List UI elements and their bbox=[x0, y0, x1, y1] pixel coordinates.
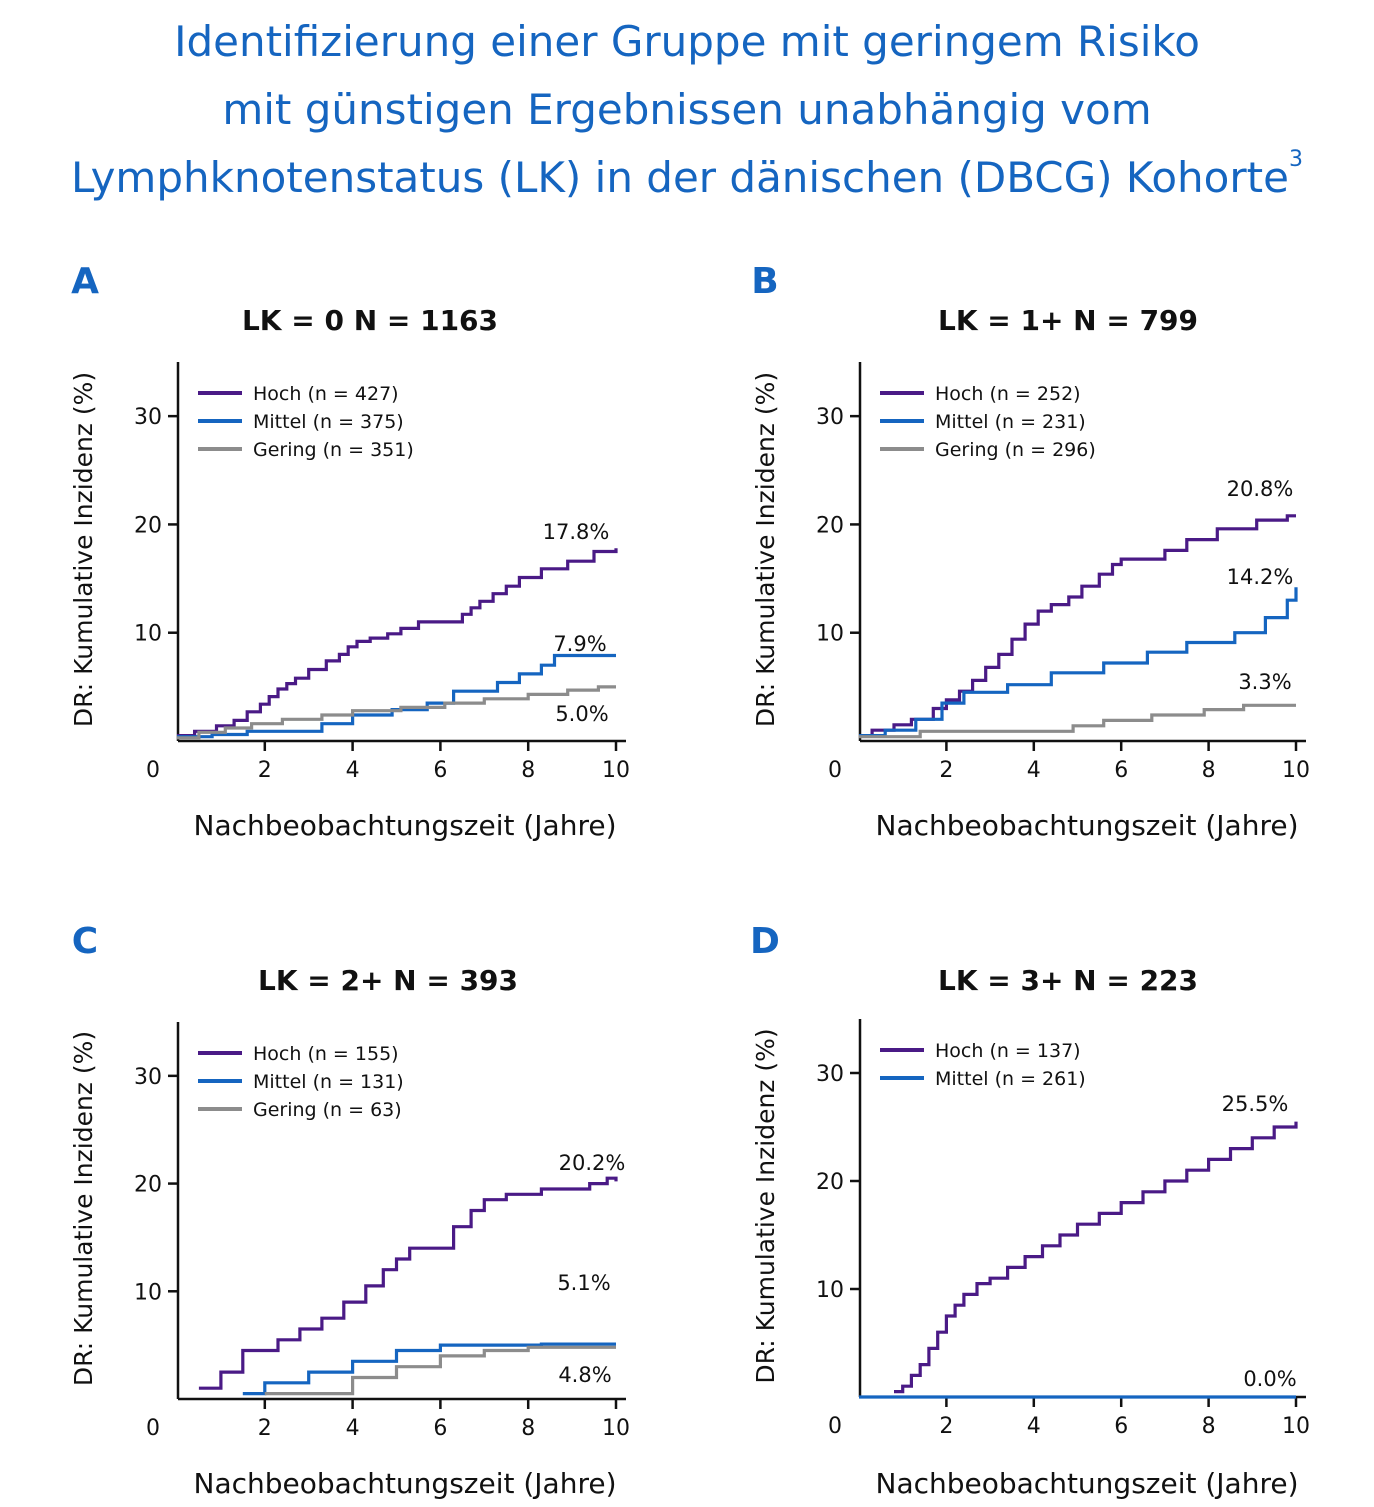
chart-title: LK = 0 N = 1163 bbox=[242, 304, 498, 337]
panel-letter: A bbox=[71, 261, 99, 302]
x-tick-label: 2 bbox=[939, 758, 953, 783]
y-tick-label: 20 bbox=[134, 1173, 162, 1198]
x-axis-label: Nachbeobachtungszeit (Jahre) bbox=[876, 1467, 1299, 1500]
x-tick-label: 4 bbox=[1027, 1414, 1041, 1439]
page-title-line-2: mit günstigen Ergebnissen unabhängig vom bbox=[222, 85, 1152, 134]
x-tick-label: 6 bbox=[433, 758, 447, 783]
series-line bbox=[894, 1121, 1298, 1394]
legend-label: Hoch (n = 252) bbox=[935, 383, 1081, 405]
x-tick-label: 2 bbox=[258, 758, 272, 783]
y-tick-label: 30 bbox=[134, 1065, 162, 1090]
legend-label: Hoch (n = 137) bbox=[935, 1040, 1081, 1062]
legend-label: Mittel (n = 131) bbox=[253, 1071, 404, 1093]
y-tick-label: 10 bbox=[816, 622, 844, 647]
y-tick-label: 10 bbox=[816, 1278, 844, 1303]
series-end-label: 25.5% bbox=[1222, 1092, 1289, 1116]
panel-letter: B bbox=[751, 261, 778, 302]
y-tick-label: 20 bbox=[134, 513, 162, 538]
x-tick-label: 4 bbox=[346, 1416, 360, 1441]
x-tick-label: 6 bbox=[433, 1416, 447, 1441]
series-line bbox=[242, 1342, 616, 1396]
series-line bbox=[859, 703, 1296, 739]
legend-label: Gering (n = 296) bbox=[935, 439, 1096, 461]
y-axis-label: DR: Kumulative Inzidenz (%) bbox=[69, 372, 98, 727]
x-tick-label: 10 bbox=[1282, 1414, 1310, 1439]
x-tick-label: 10 bbox=[602, 758, 630, 783]
series-end-label: 0.0% bbox=[1243, 1367, 1296, 1391]
series-end-label: 7.9% bbox=[553, 632, 606, 656]
series-end-label: 3.3% bbox=[1238, 670, 1291, 694]
chart-title: LK = 2+ N = 393 bbox=[258, 964, 518, 997]
x-tick-label: 2 bbox=[258, 1416, 272, 1441]
legend-label: Hoch (n = 427) bbox=[253, 383, 399, 405]
x-tick-label: 10 bbox=[1282, 758, 1310, 783]
legend-label: Mittel (n = 261) bbox=[935, 1068, 1086, 1090]
y-tick-label: 30 bbox=[816, 1062, 844, 1087]
legend-label: Gering (n = 63) bbox=[253, 1099, 402, 1121]
x-tick-label: 6 bbox=[1114, 758, 1128, 783]
x-tick-label: 8 bbox=[1202, 1414, 1216, 1439]
page-title-line-1: Identifizierung einer Gruppe mit geringe… bbox=[174, 17, 1200, 66]
series-line bbox=[859, 587, 1298, 738]
x-axis-label: Nachbeobachtungszeit (Jahre) bbox=[194, 1467, 617, 1500]
x-tick-label: 4 bbox=[1027, 758, 1041, 783]
x-axis-label: Nachbeobachtungszeit (Jahre) bbox=[194, 809, 617, 842]
y-axis-label: DR: Kumulative Inzidenz (%) bbox=[751, 1028, 780, 1383]
series-line bbox=[859, 514, 1296, 738]
series-line bbox=[264, 1345, 616, 1396]
legend-label: Gering (n = 351) bbox=[253, 439, 414, 461]
series-end-label: 20.8% bbox=[1227, 477, 1294, 501]
series-end-label: 17.8% bbox=[543, 520, 610, 544]
x-tick-label: 8 bbox=[521, 1416, 535, 1441]
x-tick-label: 0 bbox=[828, 758, 842, 783]
page-title: Identifizierung einer Gruppe mit geringe… bbox=[0, 8, 1374, 212]
legend-label: Hoch (n = 155) bbox=[253, 1043, 399, 1065]
series-line bbox=[177, 548, 618, 738]
y-tick-label: 10 bbox=[134, 1280, 162, 1305]
x-tick-label: 10 bbox=[602, 1416, 630, 1441]
x-tick-label: 8 bbox=[521, 758, 535, 783]
series-line bbox=[177, 653, 616, 739]
y-axis-label: DR: Kumulative Inzidenz (%) bbox=[69, 1031, 98, 1386]
page-title-line-3: Lymphknotenstatus (LK) in der dänischen … bbox=[0, 144, 1374, 212]
y-tick-label: 10 bbox=[134, 622, 162, 647]
chart-panel-b: B LK = 1+ N = 799 10 20 30 0 2 4 6 8 10 DR: Kumulat… bbox=[751, 261, 1310, 842]
series-end-label: 14.2% bbox=[1227, 565, 1294, 589]
x-tick-label: 0 bbox=[146, 758, 160, 783]
footnote-marker: 3 bbox=[1288, 147, 1303, 172]
y-tick-label: 20 bbox=[816, 1170, 844, 1195]
series-end-label: 4.8% bbox=[558, 1363, 611, 1387]
series-end-label: 5.0% bbox=[555, 702, 608, 726]
x-tick-label: 0 bbox=[828, 1414, 842, 1439]
y-tick-label: 30 bbox=[816, 405, 844, 430]
x-tick-label: 8 bbox=[1202, 758, 1216, 783]
chart-panel-a: A LK = 0 N = 1163 10 20 30 0 2 4 6 8 10 DR: Kumulat… bbox=[69, 261, 630, 842]
chart-title: LK = 1+ N = 799 bbox=[938, 304, 1198, 337]
x-tick-label: 4 bbox=[346, 758, 360, 783]
series-end-label: 20.2% bbox=[559, 1151, 626, 1175]
legend-label: Mittel (n = 231) bbox=[935, 411, 1086, 433]
series-end-label: 5.1% bbox=[557, 1271, 610, 1295]
series-line bbox=[177, 685, 616, 740]
chart-panel-c: C LK = 2+ N = 393 10 20 30 0 2 4 6 8 10 DR: Kumulat… bbox=[69, 921, 630, 1500]
series-line bbox=[198, 1176, 618, 1390]
legend-label: Mittel (n = 375) bbox=[253, 411, 404, 433]
x-tick-label: 6 bbox=[1114, 1414, 1128, 1439]
panel-letter: D bbox=[750, 921, 780, 962]
y-axis-label: DR: Kumulative Inzidenz (%) bbox=[751, 372, 780, 727]
y-tick-label: 20 bbox=[816, 513, 844, 538]
x-tick-label: 2 bbox=[939, 1414, 953, 1439]
chart-panel-d: D LK = 3+ N = 223 10 20 30 0 2 4 6 8 10 DR: Kumulat… bbox=[750, 921, 1310, 1500]
page-title-line-3-text: Lymphknotenstatus (LK) in der dänischen … bbox=[71, 153, 1289, 202]
chart-title: LK = 3+ N = 223 bbox=[938, 964, 1198, 997]
y-tick-label: 30 bbox=[134, 405, 162, 430]
x-tick-label: 0 bbox=[146, 1416, 160, 1441]
x-axis-label: Nachbeobachtungszeit (Jahre) bbox=[876, 809, 1299, 842]
panel-letter: C bbox=[72, 921, 98, 962]
